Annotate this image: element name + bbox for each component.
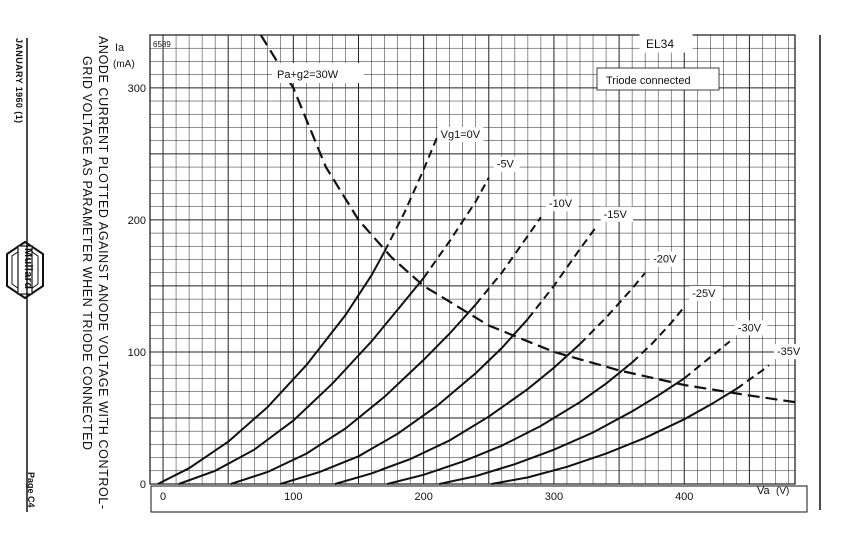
curve-vg-4-dashed — [579, 272, 646, 345]
mullard-logo-icon — [6, 240, 44, 300]
curve-vg-6 — [439, 377, 685, 485]
chart-ref-number: 6589 — [153, 40, 171, 49]
dissipation-label: Pa+g2=30W — [277, 69, 339, 81]
curve-vg-2 — [230, 303, 477, 485]
chart-grid — [149, 34, 796, 485]
curve-label: -35V — [777, 346, 801, 358]
curve-label: -30V — [738, 322, 762, 334]
x-axis-label: Va — [757, 485, 771, 497]
x-tick-label: 300 — [545, 491, 563, 503]
curve-vg-7 — [491, 388, 737, 485]
x-axis-unit: (V) — [776, 486, 789, 497]
dissipation-limit-curve — [259, 34, 796, 404]
x-tick-label: 100 — [284, 491, 302, 503]
curve-vg-3 — [280, 318, 529, 485]
curve-label-bg — [773, 344, 807, 360]
y-tick-label: 300 — [128, 83, 146, 95]
curve-vg-6-dashed — [683, 340, 731, 380]
curve-label: -20V — [653, 254, 677, 266]
curve-label-bg — [689, 286, 722, 302]
curve-vg-0 — [157, 251, 386, 485]
curve-label-bg — [493, 156, 520, 172]
curve-vg-1-dashed — [422, 177, 490, 279]
chart-frame — [26, 35, 821, 513]
curve-label: -25V — [692, 288, 716, 300]
tick-labels: 0 100 200 300 400 0 100 200 300 — [128, 83, 694, 503]
y-tick-label: 0 — [140, 479, 146, 491]
y-tick-label: 200 — [128, 215, 146, 227]
curve-vg-5-dashed — [631, 306, 685, 364]
y-axis-unit: (mA) — [113, 59, 135, 70]
y-axis-label: Ia — [115, 42, 125, 54]
tube-type-label: EL34 — [646, 37, 674, 51]
curve-label: Vg1=0V — [441, 129, 481, 141]
curve-label-bg — [650, 251, 683, 267]
curve-label-bg — [600, 206, 634, 222]
curve-vg-0-dashed — [383, 137, 438, 253]
curve-label-bg — [437, 127, 484, 143]
x-tick-label: 0 — [160, 491, 166, 503]
curve-vg-7-dashed — [735, 364, 770, 390]
curve-label-bg — [545, 196, 579, 212]
curve-label: -15V — [604, 209, 628, 221]
triode-connected-label: Triode connected — [606, 75, 691, 87]
curve-vg-2-dashed — [475, 216, 542, 306]
curve-label: -10V — [549, 198, 573, 210]
x-tick-label: 200 — [414, 491, 432, 503]
curve-labels: EL34 Triode connected Pa+g2=30W — [272, 32, 720, 91]
x-tick-label: 400 — [675, 491, 693, 503]
chart-axes: 6589 Ia (mA) Va (V) — [113, 40, 789, 497]
curve-label-bg — [734, 320, 768, 336]
curve-vg-4 — [334, 343, 581, 485]
curves: Vg1=0V -5V -10V -15V -20V -25V -30V -35V — [157, 34, 807, 485]
curve-vg-5 — [386, 361, 633, 485]
curve-vg-3-dashed — [527, 227, 597, 320]
curve-label: -5V — [497, 159, 515, 171]
curve-vg-1 — [178, 277, 425, 485]
y-tick-label: 100 — [128, 347, 146, 359]
